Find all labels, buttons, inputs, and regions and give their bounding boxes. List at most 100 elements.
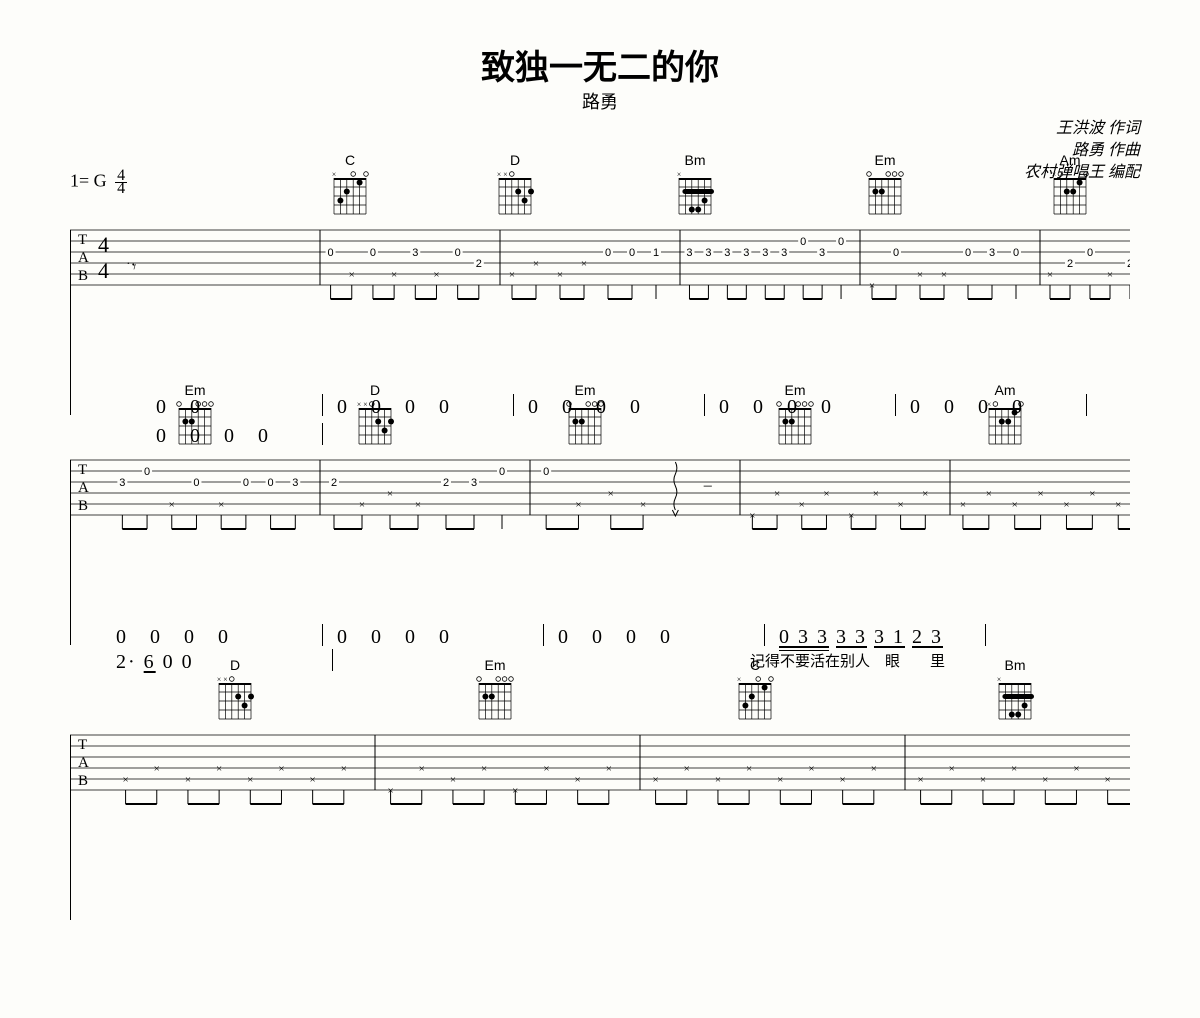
svg-text:×: × <box>987 400 992 409</box>
svg-text:×: × <box>433 269 439 281</box>
svg-text:3: 3 <box>762 247 768 259</box>
svg-text:×: × <box>349 269 355 281</box>
svg-text:0: 0 <box>144 466 150 478</box>
svg-text:0: 0 <box>605 247 611 259</box>
svg-text:–: – <box>703 477 713 494</box>
svg-text:×: × <box>122 774 128 786</box>
svg-text:×: × <box>652 774 658 786</box>
svg-text:×: × <box>677 170 682 179</box>
svg-text:A: A <box>78 250 89 266</box>
svg-text:3: 3 <box>724 247 730 259</box>
svg-text:×: × <box>575 774 581 786</box>
svg-text:×: × <box>223 675 228 684</box>
svg-text:×: × <box>332 170 337 179</box>
svg-text:0: 0 <box>193 477 199 489</box>
svg-text:×: × <box>997 675 1002 684</box>
svg-text:T: T <box>78 737 87 753</box>
svg-text:2: 2 <box>443 477 449 489</box>
svg-text:×: × <box>497 170 502 179</box>
svg-text:×: × <box>922 488 928 500</box>
svg-text:×: × <box>1107 269 1113 281</box>
svg-text:×: × <box>218 499 224 511</box>
svg-text:×: × <box>980 774 986 786</box>
svg-text:×: × <box>1063 499 1069 511</box>
svg-text:×: × <box>247 774 253 786</box>
svg-text:3: 3 <box>292 477 298 489</box>
svg-text:3: 3 <box>989 247 995 259</box>
svg-text:×: × <box>777 774 783 786</box>
tab-system: TAB44·𝄾0×0×3×02××××001333333030×0××030×2… <box>70 210 1130 320</box>
svg-text:2: 2 <box>476 258 482 270</box>
svg-text:×: × <box>581 258 587 270</box>
svg-text:×: × <box>840 774 846 786</box>
svg-text:3: 3 <box>781 247 787 259</box>
chord-diagram: Em <box>170 382 220 446</box>
svg-text:×: × <box>341 763 347 775</box>
svg-text:×: × <box>873 488 879 500</box>
svg-text:×: × <box>808 763 814 775</box>
svg-text:×: × <box>363 400 368 409</box>
svg-text:×: × <box>450 774 456 786</box>
chord-diagram: Em <box>560 382 610 446</box>
svg-text:3: 3 <box>119 477 125 489</box>
svg-text:0: 0 <box>268 477 274 489</box>
svg-text:×: × <box>1105 774 1111 786</box>
chord-diagram: Em <box>470 657 520 721</box>
svg-text:×: × <box>917 774 923 786</box>
svg-text:0: 0 <box>455 247 461 259</box>
svg-text:1: 1 <box>653 247 659 259</box>
svg-text:×: × <box>481 763 487 775</box>
svg-text:×: × <box>415 499 421 511</box>
svg-text:×: × <box>1037 488 1043 500</box>
svg-text:2: 2 <box>1127 258 1130 270</box>
svg-text:×: × <box>387 488 393 500</box>
svg-text:×: × <box>1115 499 1121 511</box>
song-subtitle: 路勇 <box>0 88 1200 114</box>
svg-text:3: 3 <box>705 247 711 259</box>
svg-text:×: × <box>533 258 539 270</box>
system-bracket <box>70 735 71 920</box>
svg-text:0: 0 <box>1013 247 1019 259</box>
svg-text:×: × <box>557 269 563 281</box>
svg-text:×: × <box>715 774 721 786</box>
svg-text:0: 0 <box>543 466 549 478</box>
svg-text:A: A <box>78 480 89 496</box>
svg-text:×: × <box>216 763 222 775</box>
svg-text:×: × <box>185 774 191 786</box>
svg-text:4: 4 <box>98 258 109 283</box>
svg-text:×: × <box>897 499 903 511</box>
svg-text:×: × <box>543 763 549 775</box>
svg-text:×: × <box>509 269 515 281</box>
svg-text:×: × <box>774 488 780 500</box>
svg-text:0: 0 <box>370 247 376 259</box>
svg-text:×: × <box>823 488 829 500</box>
svg-text:×: × <box>986 488 992 500</box>
svg-text:3: 3 <box>686 247 692 259</box>
svg-text:2: 2 <box>1067 258 1073 270</box>
svg-text:×: × <box>1012 499 1018 511</box>
svg-text:×: × <box>737 675 742 684</box>
chord-diagram: D×× <box>490 152 540 216</box>
svg-text:×: × <box>799 499 805 511</box>
svg-text:3: 3 <box>412 247 418 259</box>
chord-diagram: Bm× <box>670 152 720 216</box>
svg-text:B: B <box>78 268 88 284</box>
svg-text:0: 0 <box>838 236 844 248</box>
svg-text:×: × <box>960 499 966 511</box>
svg-text:×: × <box>217 675 222 684</box>
svg-text:×: × <box>357 400 362 409</box>
svg-text:×: × <box>917 269 923 281</box>
chord-diagram: D×× <box>210 657 260 721</box>
chord-diagram: C× <box>325 152 375 216</box>
tab-system: TAB30×0×0032×××2300×××–×××××××××××××××× <box>70 440 1130 550</box>
svg-text:×: × <box>640 499 646 511</box>
svg-text:×: × <box>1047 269 1053 281</box>
svg-text:×: × <box>684 763 690 775</box>
chord-diagram: Bm× <box>990 657 1040 721</box>
svg-text:3: 3 <box>819 247 825 259</box>
svg-text:2: 2 <box>331 477 337 489</box>
svg-text:×: × <box>1042 774 1048 786</box>
svg-text:×: × <box>154 763 160 775</box>
svg-text:4: 4 <box>98 232 109 257</box>
svg-text:·: · <box>126 257 131 272</box>
